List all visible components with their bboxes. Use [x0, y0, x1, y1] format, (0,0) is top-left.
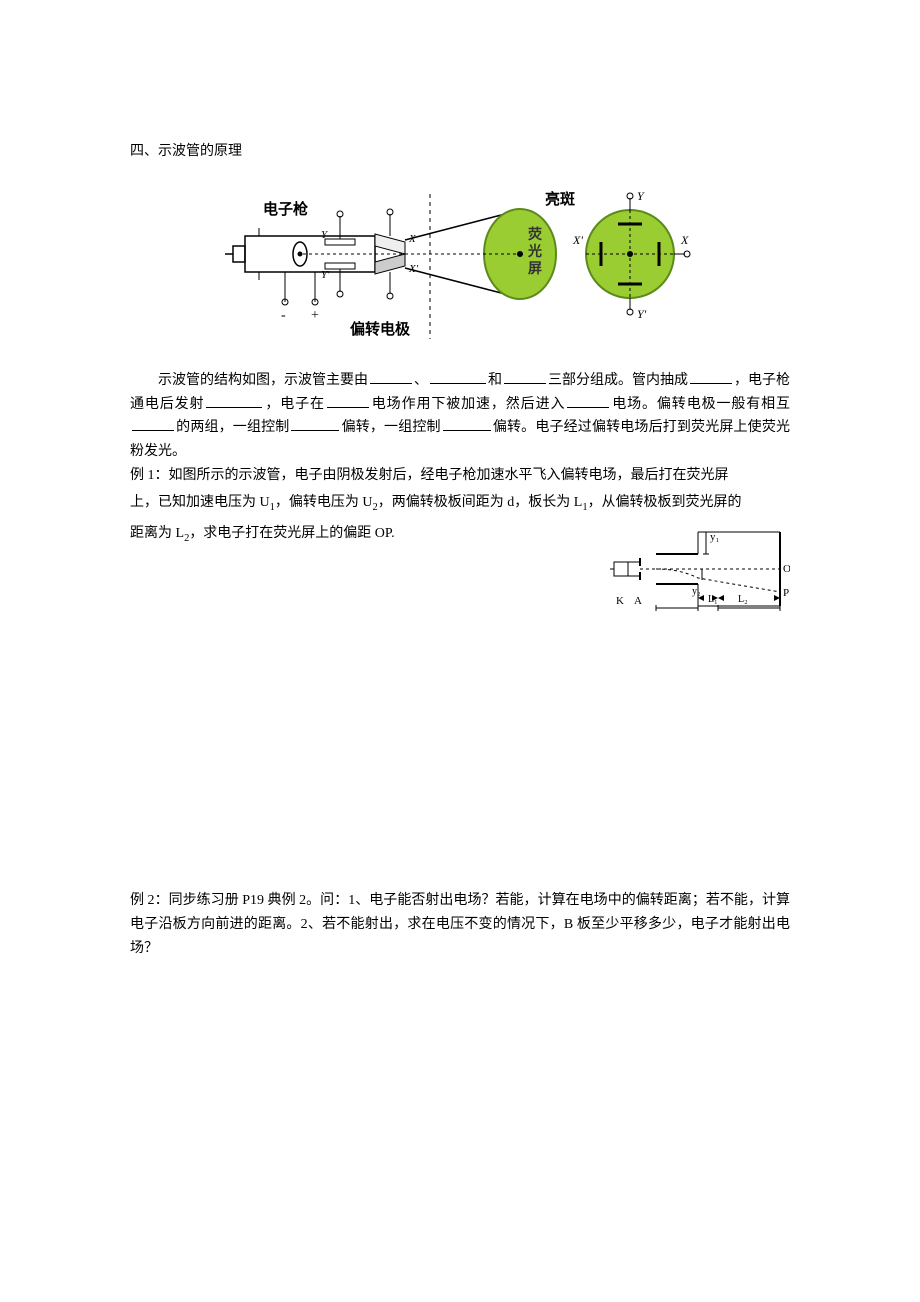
blank-space [130, 961, 790, 1221]
svg-text:X': X' [572, 233, 583, 247]
example-1-text: 例 1：如图所示的示波管，电子由阴极发射后，经电子枪加速水平飞入偏转电场，最后打… [130, 464, 790, 488]
example-1: 例 1：如图所示的示波管，电子由阴极发射后，经电子枪加速水平飞入偏转电场，最后打… [130, 464, 790, 549]
svg-text:屏: 屏 [528, 261, 542, 277]
blank [291, 416, 339, 431]
text: 距离为 L [130, 526, 184, 541]
blank [132, 416, 174, 431]
svg-text:荧: 荧 [528, 226, 543, 243]
intro-paragraph: 示波管的结构如图，示波管主要由、和三部分组成。管内抽成，电子枪通电后发射，电子在… [130, 369, 790, 464]
svg-text:偏转电极: 偏转电极 [350, 320, 411, 338]
text: ，求电子打在荧光屏上的偏距 OP. [189, 526, 394, 541]
svg-text:y₂: y₂ [692, 586, 701, 597]
text: 上，已知加速电压为 U [130, 495, 270, 510]
svg-text:-: - [281, 308, 286, 323]
svg-text:L₂: L₂ [738, 594, 748, 605]
svg-text:+: + [311, 308, 319, 323]
text: ，偏转电压为 U [275, 495, 373, 510]
svg-text:Y': Y' [321, 269, 330, 281]
blank [370, 369, 412, 384]
text: 的两组，一组控制 [176, 420, 289, 435]
svg-text:Y': Y' [637, 307, 647, 321]
text: 电场作用下被加速，然后进入 [371, 397, 565, 412]
blank [430, 369, 486, 384]
svg-text:光: 光 [527, 243, 542, 260]
svg-text:A: A [634, 595, 642, 607]
blank [690, 369, 732, 384]
text: ，从偏转极板到荧光屏的 [588, 495, 742, 510]
text: 例 1：如图所示的示波管，电子由阴极发射后，经电子枪加速水平飞入偏转电场，最后打… [130, 468, 729, 483]
example-2-text: 例 2：同步练习册 P19 典例 2。问：1、电子能否射出电场？若能，计算在电场… [130, 889, 790, 960]
oscilloscope-diagram: -+电子枪YY'XX'偏转电极荧光屏亮斑YY'XX' [225, 184, 695, 344]
text: 、 [414, 373, 428, 388]
text: 偏转，一组控制 [341, 420, 440, 435]
svg-text:O: O [783, 563, 790, 575]
svg-text:电子枪: 电子枪 [263, 200, 308, 218]
example-1-text: 上，已知加速电压为 U1，偏转电压为 U2，两偏转极板间距为 d，板长为 L1，… [130, 488, 790, 519]
svg-text:Y: Y [637, 189, 645, 203]
blank [567, 393, 609, 408]
text: 和 [488, 373, 502, 388]
text: 电场。偏转电极一般有相互 [611, 397, 790, 412]
svg-text:y₁: y₁ [710, 531, 720, 543]
example-1-diagram: KAy₁OPy₂L₁L₂ [610, 524, 790, 614]
blank [206, 393, 262, 408]
svg-text:亮斑: 亮斑 [545, 190, 575, 208]
section-title: 四、示波管的原理 [130, 140, 790, 164]
blank [443, 416, 491, 431]
text: 示波管的结构如图，示波管主要由 [158, 373, 368, 388]
text: ，两偏转极板间距为 d，板长为 L [378, 495, 583, 510]
text: ，电子在 [264, 397, 324, 412]
blank [504, 369, 546, 384]
document-page: 四、示波管的原理 -+电子枪YY'XX'偏转电极荧光屏亮斑YY'XX' 示波管的… [0, 0, 920, 1281]
blank [327, 393, 369, 408]
text: 三部分组成。管内抽成 [548, 373, 688, 388]
svg-text:X: X [680, 233, 689, 247]
svg-text:K: K [616, 595, 624, 607]
svg-text:P: P [783, 587, 789, 599]
